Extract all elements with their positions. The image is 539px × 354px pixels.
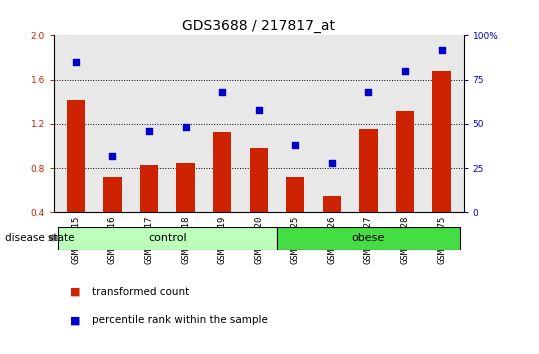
Text: transformed count: transformed count bbox=[92, 287, 189, 297]
FancyArrow shape bbox=[50, 235, 59, 241]
Bar bbox=[286, 177, 305, 212]
Point bbox=[181, 125, 190, 130]
Text: ■: ■ bbox=[70, 315, 80, 325]
Bar bbox=[140, 165, 158, 212]
Point bbox=[437, 47, 446, 52]
Point bbox=[291, 142, 300, 148]
Bar bbox=[396, 110, 414, 212]
Bar bbox=[323, 196, 341, 212]
Point bbox=[254, 107, 263, 113]
Point bbox=[108, 153, 117, 159]
Bar bbox=[360, 130, 378, 212]
Point bbox=[328, 160, 336, 166]
Text: percentile rank within the sample: percentile rank within the sample bbox=[92, 315, 267, 325]
Point bbox=[218, 89, 226, 95]
Text: ■: ■ bbox=[70, 287, 80, 297]
Text: disease state: disease state bbox=[5, 233, 75, 243]
Bar bbox=[277, 227, 460, 250]
Bar bbox=[432, 71, 451, 212]
Bar bbox=[67, 99, 85, 212]
Point bbox=[144, 128, 153, 134]
Bar bbox=[58, 227, 277, 250]
Bar bbox=[250, 148, 268, 212]
Text: control: control bbox=[148, 233, 186, 243]
Text: obese: obese bbox=[352, 233, 385, 243]
Point bbox=[400, 68, 409, 74]
Title: GDS3688 / 217817_at: GDS3688 / 217817_at bbox=[182, 19, 335, 33]
Point bbox=[364, 89, 373, 95]
Bar bbox=[176, 162, 195, 212]
Bar bbox=[103, 177, 122, 212]
Bar bbox=[213, 132, 231, 212]
Point bbox=[72, 59, 80, 65]
